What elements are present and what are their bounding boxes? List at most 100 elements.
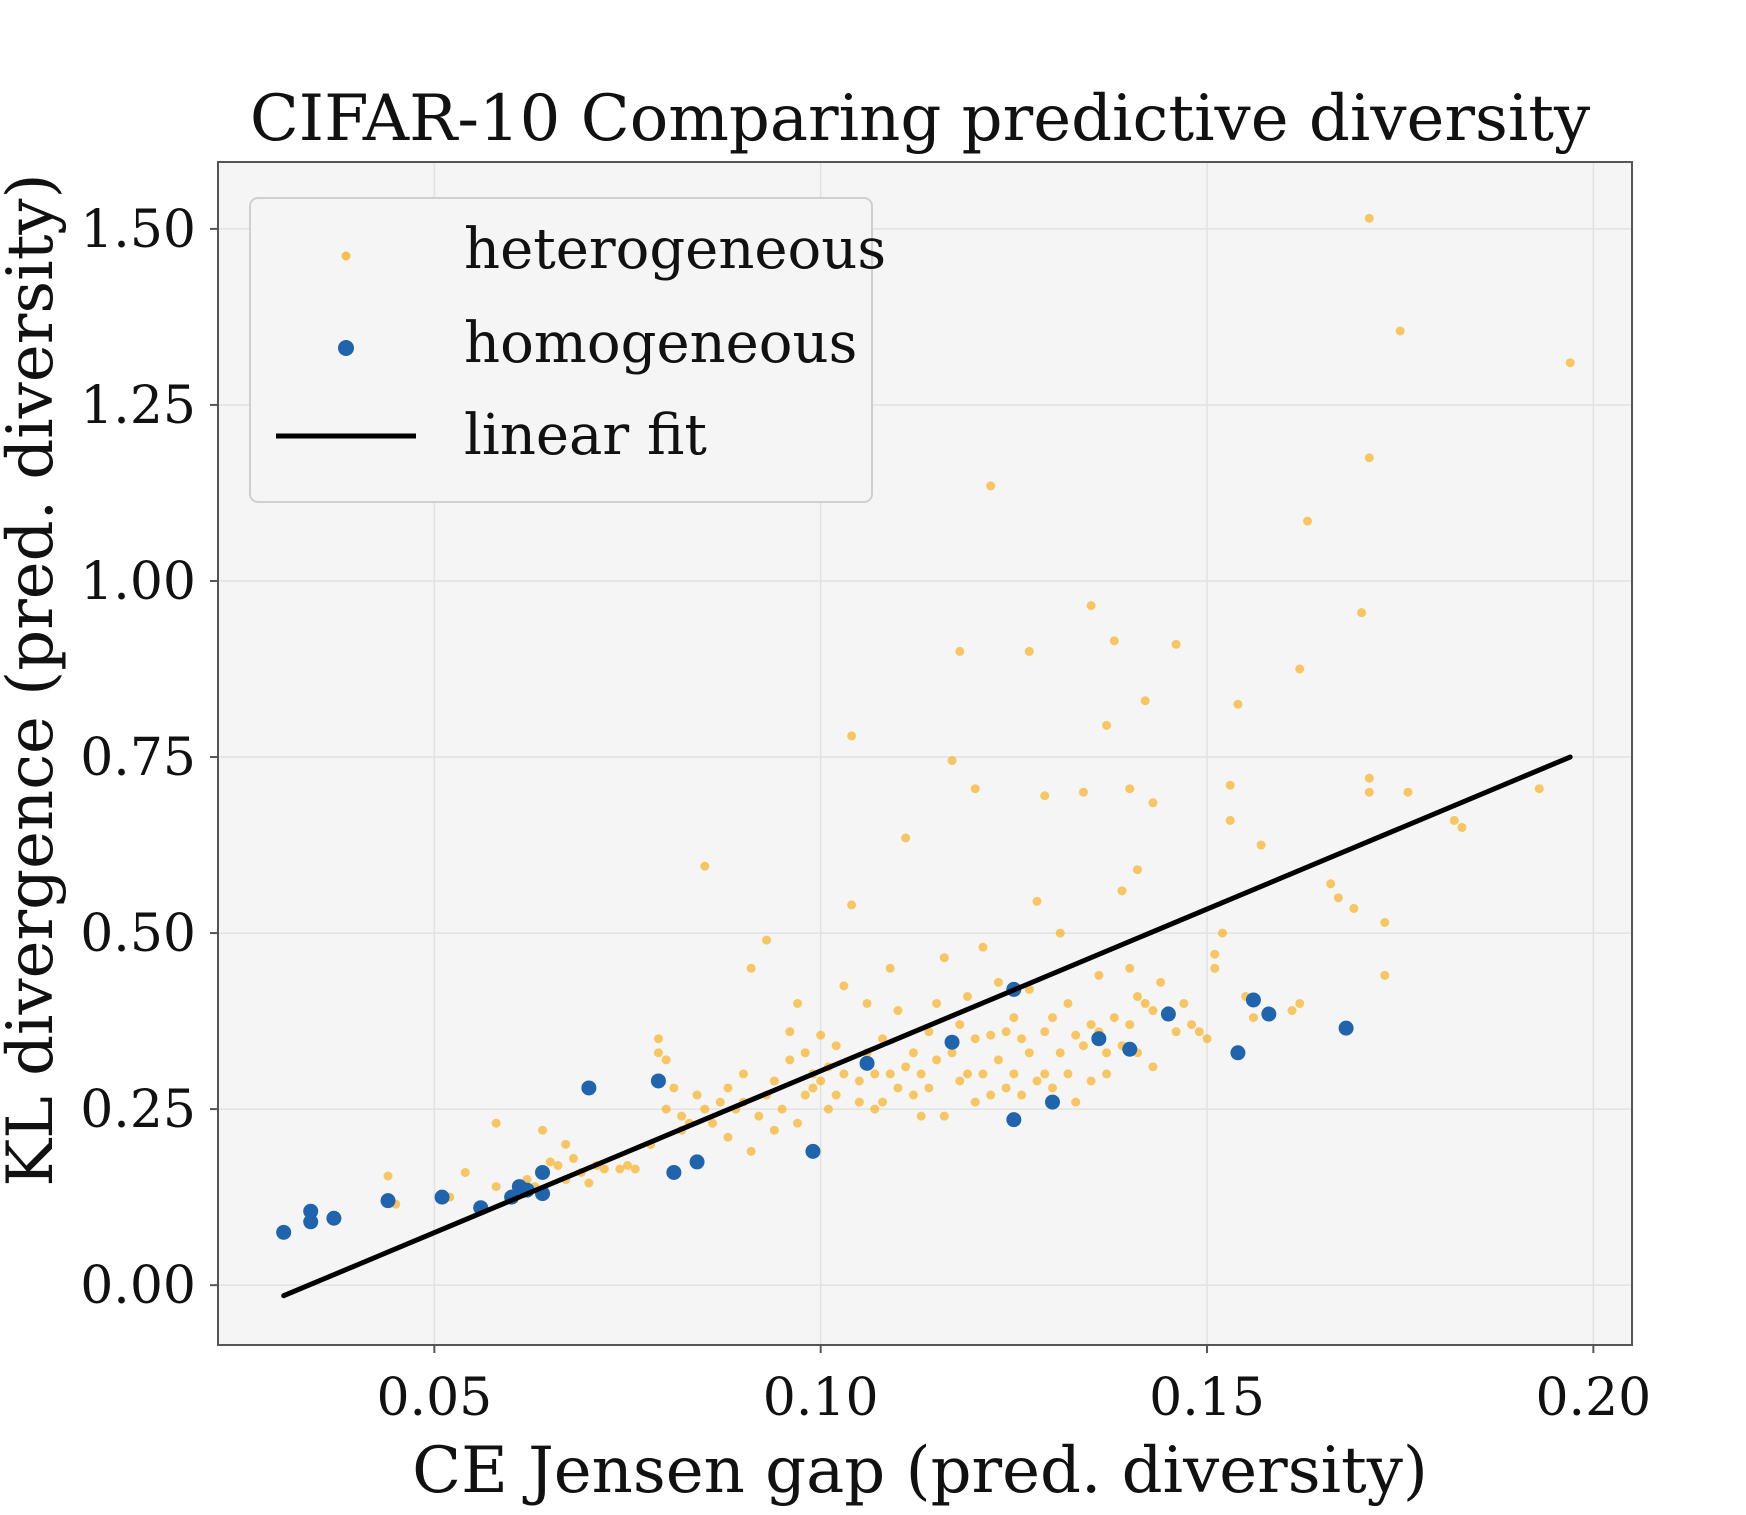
heterogeneous-point [908, 1090, 918, 1100]
homogeneous-point [859, 1055, 875, 1071]
homogeneous-point [380, 1193, 396, 1209]
homogeneous-point [689, 1154, 705, 1170]
homogeneous-point [434, 1189, 450, 1205]
heterogeneous-point [715, 1097, 725, 1107]
heterogeneous-point [1295, 664, 1305, 674]
heterogeneous-point [1102, 1069, 1112, 1079]
heterogeneous-point [1380, 970, 1390, 980]
heterogeneous-point [1140, 998, 1150, 1008]
heterogeneous-point [1171, 639, 1181, 649]
heterogeneous-point [669, 1083, 679, 1093]
heterogeneous-point [1248, 1013, 1258, 1023]
heterogeneous-point [785, 1027, 795, 1037]
heterogeneous-point [723, 1083, 733, 1093]
heterogeneous-point [800, 1090, 810, 1100]
heterogeneous-point [847, 731, 857, 741]
heterogeneous-point [1086, 1076, 1096, 1086]
legend: heterogeneous homogeneous linear fit [249, 197, 886, 503]
heterogeneous-point [878, 1097, 888, 1107]
y-axis-label: KL divergence (pred. diversity) [0, 173, 68, 1186]
heterogeneous-point [1326, 879, 1336, 889]
heterogeneous-point [932, 998, 942, 1008]
legend-linear-fit-label: linear fit [464, 403, 707, 468]
heterogeneous-point [1210, 949, 1220, 959]
homogeneous-point [535, 1164, 551, 1180]
homogeneous-point [805, 1143, 821, 1159]
heterogeneous-point [1055, 1048, 1065, 1058]
heterogeneous-point [723, 1132, 733, 1142]
heterogeneous-point [1109, 1013, 1119, 1023]
plot-border [217, 161, 1633, 1346]
heterogeneous-point [939, 953, 949, 963]
heterogeneous-point [1534, 784, 1544, 794]
heterogeneous-point [615, 1164, 625, 1174]
heterogeneous-point [901, 833, 911, 843]
heterogeneous-point [545, 1157, 555, 1167]
heterogeneous-point [993, 977, 1003, 987]
heterogeneous-point [491, 1118, 501, 1128]
heterogeneous-point [793, 998, 803, 1008]
heterogeneous-point [955, 646, 965, 656]
heterogeneous-point [769, 1125, 779, 1135]
heterogeneous-point [1171, 1027, 1181, 1037]
heterogeneous-point [1140, 696, 1150, 706]
heterogeneous-point [986, 481, 996, 491]
homogeneous-point [303, 1214, 319, 1230]
linear-fit-line [281, 754, 1573, 1299]
heterogeneous-point [1194, 1027, 1204, 1037]
heterogeneous-point [661, 1104, 671, 1114]
heterogeneous-point [1403, 787, 1413, 797]
heterogeneous-point [692, 1090, 702, 1100]
heterogeneous-point [1001, 1027, 1011, 1037]
heterogeneous-point [553, 1160, 563, 1170]
heterogeneous-point [1364, 787, 1374, 797]
heterogeneous-point [746, 963, 756, 973]
homogeneous-point [944, 1034, 960, 1050]
heterogeneous-point [1063, 998, 1073, 1008]
y-tick-label: 1.00 [80, 552, 196, 612]
x-tick-label: 0.05 [376, 1368, 492, 1428]
homogeneous-points [276, 981, 1354, 1240]
heterogeneous-point [1032, 1076, 1042, 1086]
homogeneous-point [1091, 1031, 1107, 1047]
x-tick-label: 0.20 [1535, 1368, 1651, 1428]
heterogeneous-point [993, 1055, 1003, 1065]
x-axis-ticks: 0.05 0.10 0.15 0.20 [376, 1345, 1651, 1428]
heterogeneous-point [1024, 646, 1034, 656]
heterogeneous-point [1357, 608, 1367, 618]
legend-heterogeneous-marker [341, 251, 351, 261]
heterogeneous-point [1210, 963, 1220, 973]
heterogeneous-point [1017, 1034, 1027, 1044]
homogeneous-point [666, 1164, 682, 1180]
heterogeneous-point [769, 1076, 779, 1086]
heterogeneous-point [955, 1020, 965, 1030]
heterogeneous-point [1047, 1013, 1057, 1023]
heterogeneous-point [978, 942, 988, 952]
heterogeneous-point [1078, 787, 1088, 797]
heterogeneous-point [885, 1069, 895, 1079]
chart-title: CIFAR-10 Comparing predictive diversity [250, 82, 1590, 156]
heterogeneous-point [955, 1076, 965, 1086]
homogeneous-point [1006, 1112, 1022, 1128]
heterogeneous-point [1349, 903, 1359, 913]
heterogeneous-point [1078, 1041, 1088, 1051]
heterogeneous-point [746, 1146, 756, 1156]
homogeneous-point [1245, 992, 1261, 1008]
heterogeneous-point [808, 1083, 818, 1093]
heterogeneous-point [584, 1178, 594, 1188]
heterogeneous-point [970, 1097, 980, 1107]
heterogeneous-point [885, 963, 895, 973]
heterogeneous-point [1009, 1069, 1019, 1079]
heterogeneous-point [962, 991, 972, 1001]
homogeneous-point [326, 1210, 342, 1226]
heterogeneous-point [816, 1030, 826, 1040]
heterogeneous-point [762, 935, 772, 945]
heterogeneous-point [653, 1034, 663, 1044]
heterogeneous-point [1457, 822, 1467, 832]
homogeneous-point [276, 1224, 292, 1240]
x-tick-label: 0.15 [1149, 1368, 1265, 1428]
heterogeneous-point [623, 1160, 633, 1170]
heterogeneous-point [1086, 1020, 1096, 1030]
y-tick-label: 0.25 [80, 1080, 196, 1140]
heterogeneous-point [1017, 1090, 1027, 1100]
